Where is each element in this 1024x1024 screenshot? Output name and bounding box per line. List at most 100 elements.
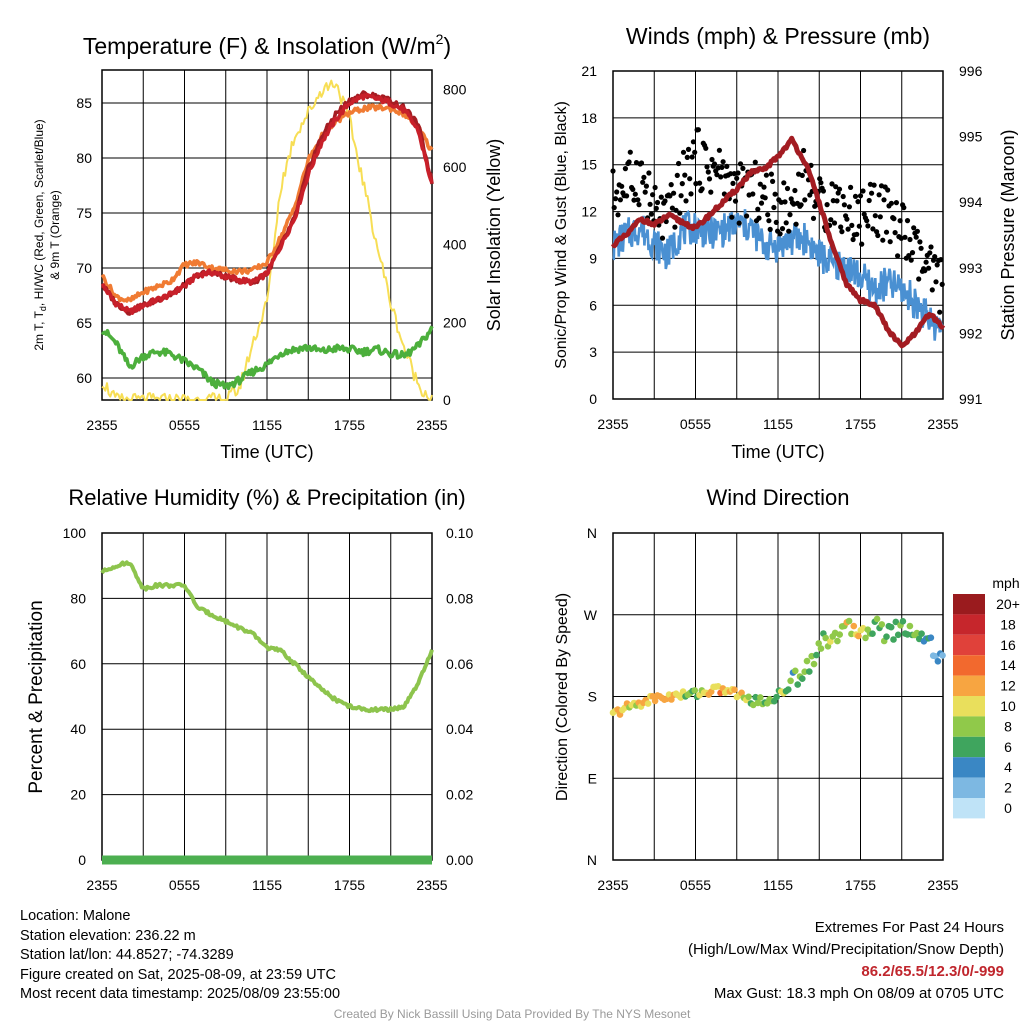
gust-point [683, 198, 689, 204]
gust-point [679, 181, 685, 187]
gust-point [687, 176, 693, 182]
gust-point [888, 200, 895, 206]
gust-point [622, 166, 629, 172]
gust-point [756, 215, 762, 221]
gust-point [758, 200, 765, 206]
gust-point [784, 185, 791, 192]
y2-tick-label: 996 [959, 63, 983, 79]
gust-point [765, 212, 771, 218]
gust-point [929, 287, 935, 293]
winds-panel: Winds (mph) & Pressure (mb) 2355 0555 1155… [553, 23, 1018, 462]
direction-point [738, 689, 745, 697]
gust-point [869, 190, 875, 196]
x-tick-label: 2355 [597, 416, 628, 432]
x-tick-label: 2355 [416, 417, 447, 433]
gust-point [892, 230, 898, 236]
direction-point [794, 681, 801, 688]
gust-point [688, 191, 694, 197]
gust-point [782, 199, 788, 205]
gust-point [860, 188, 866, 194]
y-tick-label: 18 [581, 110, 597, 126]
gust-point [833, 184, 839, 190]
x-tick-label: 0555 [680, 877, 711, 893]
gust-point [766, 218, 772, 224]
y-tick-label: E [588, 770, 597, 786]
gust-point [763, 172, 770, 178]
gust-point [872, 213, 878, 219]
gust-point [786, 228, 792, 234]
gust-point [744, 213, 750, 219]
gust-point [624, 193, 630, 199]
direction-point [822, 634, 829, 642]
extremes-info: Extremes For Past 24 Hours (High/Low/Max… [688, 917, 1004, 1005]
gust-point [927, 250, 933, 256]
temperature-x-axis-label: Time (UTC) [220, 442, 313, 462]
gust-point [703, 145, 709, 151]
direction-point [745, 693, 752, 701]
legend-label: 16 [1000, 637, 1016, 653]
x-tick-label: 2355 [927, 877, 958, 893]
credit-line: Created By Nick Bassill Using Data Provi… [333, 1007, 691, 1021]
series-line-wind [612, 209, 945, 341]
gust-point [885, 187, 891, 193]
gust-point [641, 174, 647, 180]
direction-point [817, 645, 825, 652]
y2-tick-label: 0.06 [446, 656, 473, 672]
gust-point [883, 229, 890, 235]
y-tick-label: 65 [76, 315, 92, 331]
direction-point [834, 637, 841, 645]
gust-point [677, 210, 683, 216]
gust-point [643, 183, 650, 189]
gust-point [839, 229, 845, 235]
gust-point [836, 186, 843, 192]
direction-point [691, 687, 699, 694]
gust-point [729, 214, 735, 220]
gust-point [680, 149, 687, 155]
direction-point [878, 621, 886, 628]
x-tick-label: 2355 [416, 877, 447, 893]
gust-point [610, 168, 616, 174]
x-tick-label: 1755 [334, 417, 365, 433]
legend-swatch [953, 716, 985, 737]
gust-point [750, 191, 756, 197]
gust-point [757, 181, 763, 187]
gust-point [875, 232, 881, 239]
gust-point [933, 279, 939, 285]
gust-point [720, 159, 726, 165]
gust-point [911, 225, 917, 231]
gust-point [648, 211, 655, 217]
gust-point [918, 245, 924, 251]
gust-point [718, 174, 724, 180]
gust-point [881, 197, 887, 203]
legend-label: 12 [1000, 678, 1016, 694]
gust-point [705, 169, 711, 175]
gust-point [846, 204, 853, 210]
gust-point [848, 184, 854, 190]
humidity-y-axis-label: Percent & Precipitation [26, 600, 47, 793]
gust-point [798, 202, 804, 208]
gust-point [828, 217, 834, 223]
y-tick-label: 70 [76, 260, 92, 276]
series-line-2m-t [100, 92, 434, 315]
gust-point [627, 149, 633, 155]
y-tick-label: 9 [589, 250, 597, 266]
y-tick-label: 3 [589, 344, 597, 360]
gust-point [831, 220, 838, 226]
gust-point [678, 193, 684, 199]
direction-point [862, 634, 869, 642]
y-tick-label: 80 [70, 590, 86, 606]
y-tick-label: 60 [70, 656, 86, 672]
gust-point [762, 195, 768, 201]
direction-point [801, 668, 808, 675]
series-line-station-pressure [610, 135, 946, 349]
gust-point [736, 220, 742, 226]
gust-point [650, 192, 656, 198]
station-latlon: Station lat/lon: 44.8527; -74.3289 [20, 947, 234, 964]
y-tick-label: 20 [70, 787, 86, 803]
y2-tick-label: 0.10 [446, 525, 473, 541]
gust-point [653, 205, 659, 211]
legend-label: 10 [1000, 698, 1016, 714]
legend-title: mph [992, 575, 1019, 591]
gust-point [840, 193, 846, 200]
